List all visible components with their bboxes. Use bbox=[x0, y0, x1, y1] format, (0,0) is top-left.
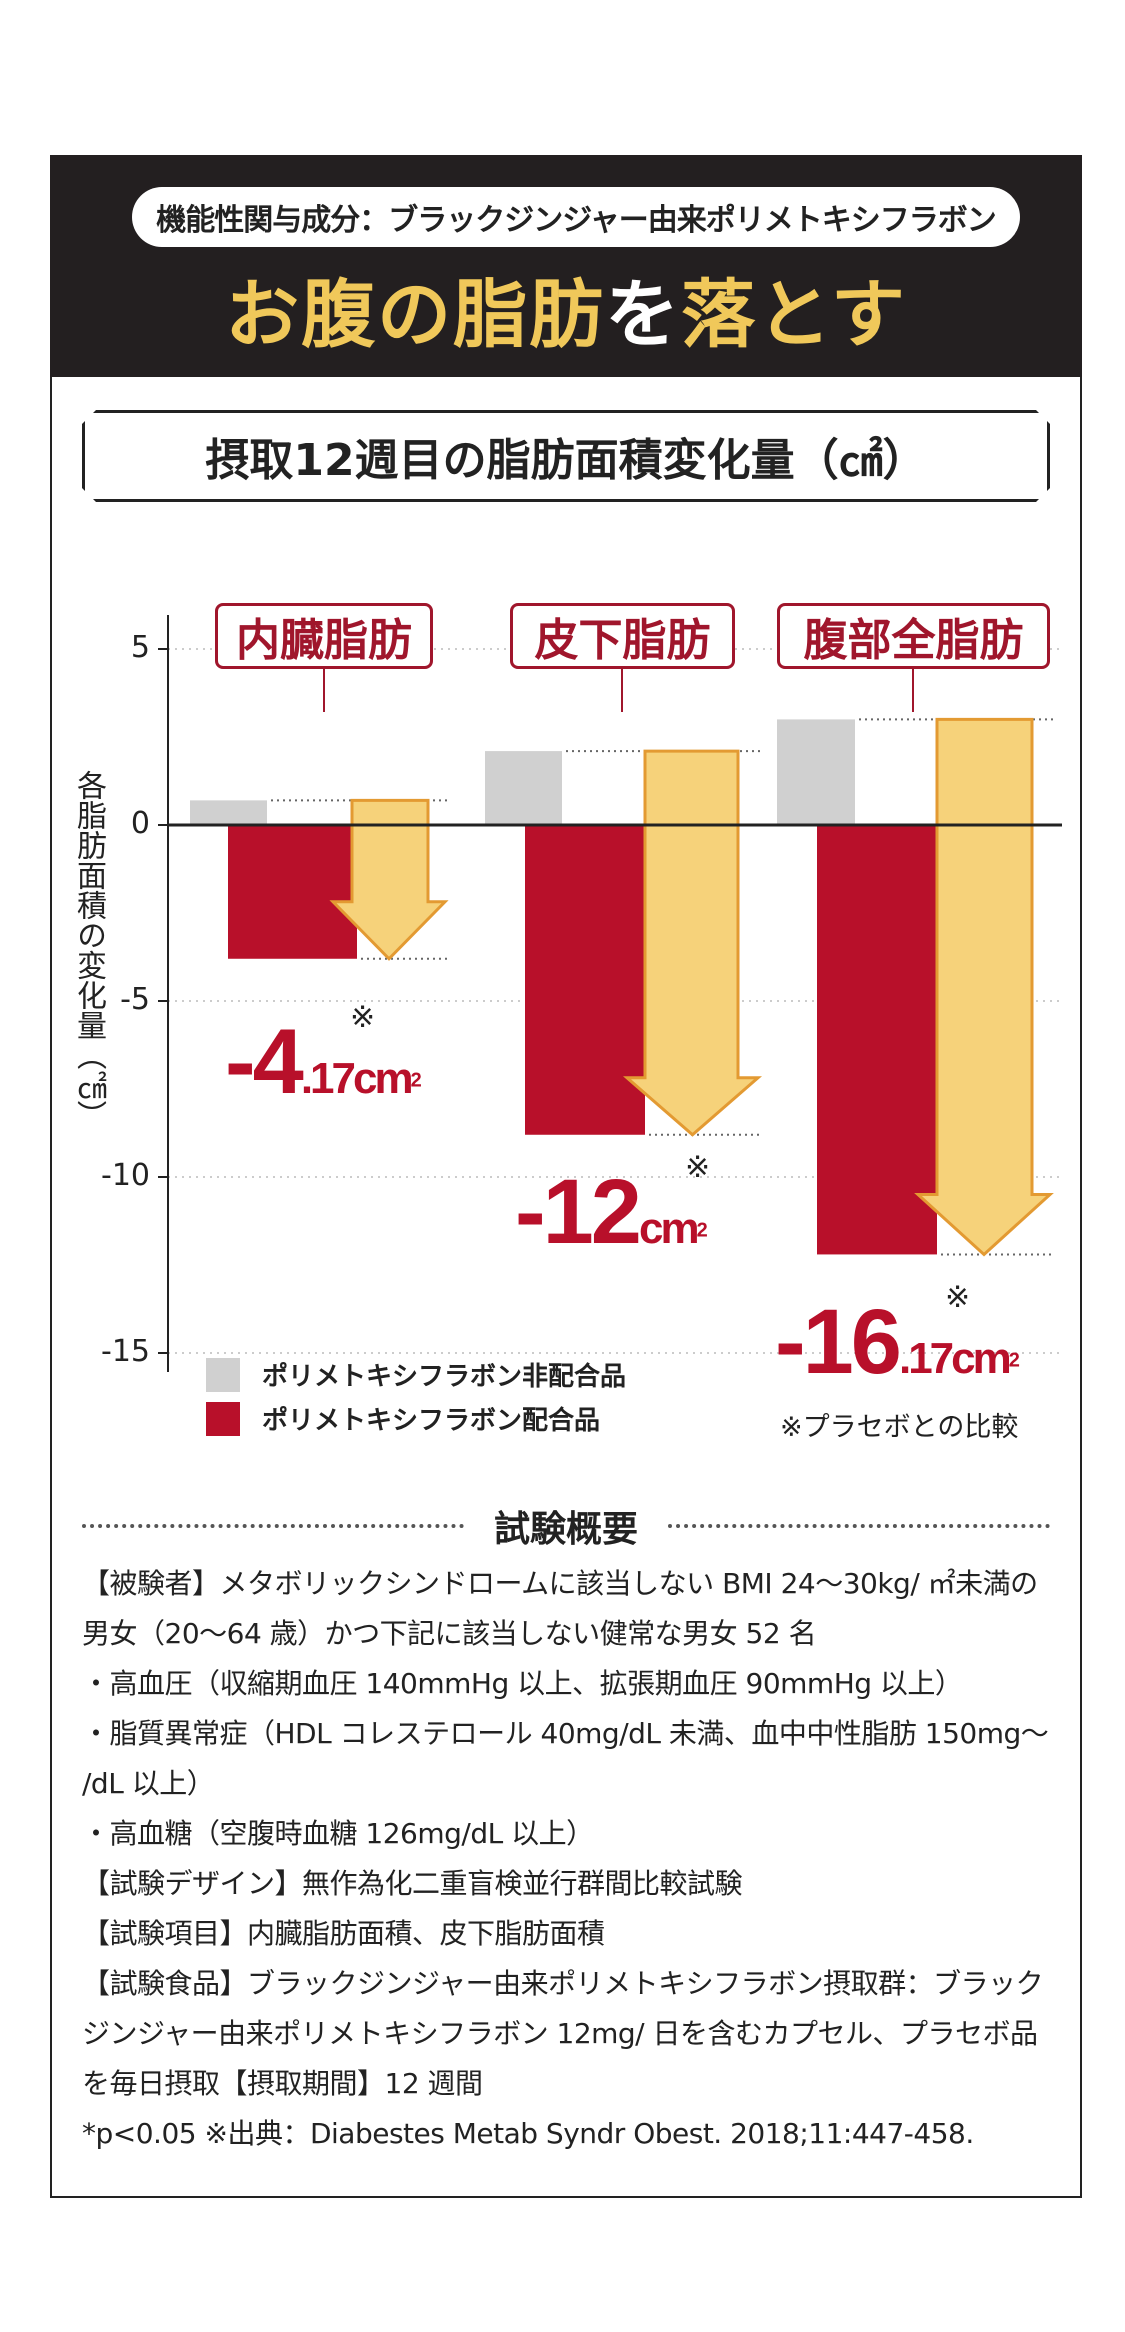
summary-line: 男女（20〜64 歳）かつ下記に該当しない健常な男女 52 名 bbox=[82, 1617, 817, 1650]
summary-line: 【試験項目】内臓脂肪面積、皮下脂肪面積 bbox=[82, 1917, 605, 1950]
ingredient-pill: 機能性関与成分：ブラックジンジャー由来ポリメトキシフラボン bbox=[132, 187, 1020, 247]
down-arrow-icon bbox=[329, 798, 449, 961]
diff-sup: 2 bbox=[1008, 1349, 1020, 1372]
summary-line: /dL 以上） bbox=[82, 1767, 215, 1800]
bar-chart bbox=[158, 615, 1062, 1372]
summary-line: ・高血圧（収縮期血圧 140mmHg 以上、拡張期血圧 90mmHg 以上） bbox=[82, 1667, 963, 1700]
down-arrow-icon bbox=[914, 717, 1054, 1257]
legend-swatch-red bbox=[206, 1401, 240, 1436]
legend-label: ポリメトキシフラボン非配合品 bbox=[262, 1362, 627, 1392]
y-tick-label: 0 bbox=[130, 806, 150, 841]
difference-label-total: -16.17cm2 ※ bbox=[775, 1281, 1020, 1395]
diff-unit: cm bbox=[951, 1334, 1012, 1383]
y-tick-label: -5 bbox=[120, 982, 150, 1017]
significance-mark: ※ bbox=[685, 1151, 710, 1184]
diff-unit: cm bbox=[638, 1204, 700, 1253]
headline-part3: 落とす bbox=[681, 272, 907, 358]
diff-int: -16 bbox=[775, 1291, 902, 1393]
chart-title: 摂取12週目の脂肪面積変化量（㎠） bbox=[82, 410, 1050, 502]
legend-label: ポリメトキシフラボン配合品 bbox=[262, 1406, 601, 1436]
placebo-comparison-note: ※プラセボとの比較 bbox=[780, 1412, 1019, 1443]
difference-label-visceral: -4.17cm2 ※ bbox=[225, 1001, 422, 1115]
category-label-visceral: 内臓脂肪 bbox=[215, 603, 433, 669]
summary-line: 【被験者】メタボリックシンドロームに該当しない BMI 24〜30kg/ ㎡未満… bbox=[82, 1567, 1038, 1600]
treatment-bar bbox=[228, 825, 357, 959]
diff-int: -12 bbox=[515, 1161, 642, 1263]
diff-dec: .17 bbox=[300, 1054, 356, 1103]
summary-line: 【試験デザイン】無作為化二重盲検並行群間比較試験 bbox=[82, 1867, 743, 1900]
diff-unit: cm bbox=[352, 1054, 414, 1103]
dotted-divider bbox=[82, 1524, 464, 1528]
summary-line: を毎日摂取【摂取期間】12 週間 bbox=[82, 2067, 483, 2100]
y-tick-label: 5 bbox=[130, 630, 150, 665]
treatment-bar bbox=[817, 825, 937, 1255]
summary-line: 【試験食品】ブラックジンジャー由来ポリメトキシフラボン摂取群：ブラック bbox=[82, 1967, 1044, 2000]
placebo-bar bbox=[190, 800, 267, 825]
significance-mark: ※ bbox=[350, 1001, 375, 1034]
diff-dec: .17 bbox=[898, 1334, 954, 1383]
y-tick-label: -15 bbox=[101, 1334, 150, 1369]
summary-line: ・高血糖（空腹時血糖 126mg/dL 以上） bbox=[82, 1817, 594, 1850]
diff-int: -4 bbox=[225, 1011, 304, 1113]
category-label-subcutaneous: 皮下脂肪 bbox=[510, 603, 735, 669]
diff-sup: 2 bbox=[696, 1219, 708, 1242]
summary-line: ・脂質異常症（HDL コレステロール 40mg/dL 未満、血中中性脂肪 150… bbox=[82, 1717, 1049, 1750]
placebo-bar bbox=[777, 719, 855, 825]
y-axis-label: 各脂肪面積の変化量（㎠） bbox=[71, 770, 106, 1130]
headline-part1: お腹の脂肪 bbox=[225, 272, 606, 358]
study-summary-heading: 試験概要 bbox=[82, 1500, 1051, 1552]
study-summary-title: 試験概要 bbox=[494, 1509, 639, 1550]
treatment-bar bbox=[525, 825, 645, 1135]
headline-part2: を bbox=[605, 272, 682, 358]
down-arrow-icon bbox=[622, 749, 763, 1137]
difference-label-subcutaneous: -12cm2 ※ bbox=[515, 1151, 710, 1265]
legend-item-placebo: ポリメトキシフラボン非配合品 bbox=[206, 1356, 626, 1393]
headline: お腹の脂肪を落とす bbox=[50, 255, 1082, 362]
summary-line: *p<0.05 ※出典：Diabestes Metab Syndr Obest.… bbox=[82, 2117, 974, 2150]
legend-swatch-gray bbox=[206, 1357, 240, 1392]
y-tick-label: -10 bbox=[101, 1158, 150, 1193]
significance-mark: ※ bbox=[945, 1281, 970, 1314]
placebo-bar bbox=[485, 751, 562, 825]
summary-line: ジンジャー由来ポリメトキシフラボン 12mg/ 日を含むカプセル、プラセボ品 bbox=[82, 2017, 1038, 2050]
diff-sup: 2 bbox=[410, 1069, 422, 1092]
dotted-divider bbox=[668, 1524, 1051, 1528]
legend-item-treatment: ポリメトキシフラボン配合品 bbox=[206, 1400, 600, 1437]
category-label-total: 腹部全脂肪 bbox=[777, 603, 1050, 669]
